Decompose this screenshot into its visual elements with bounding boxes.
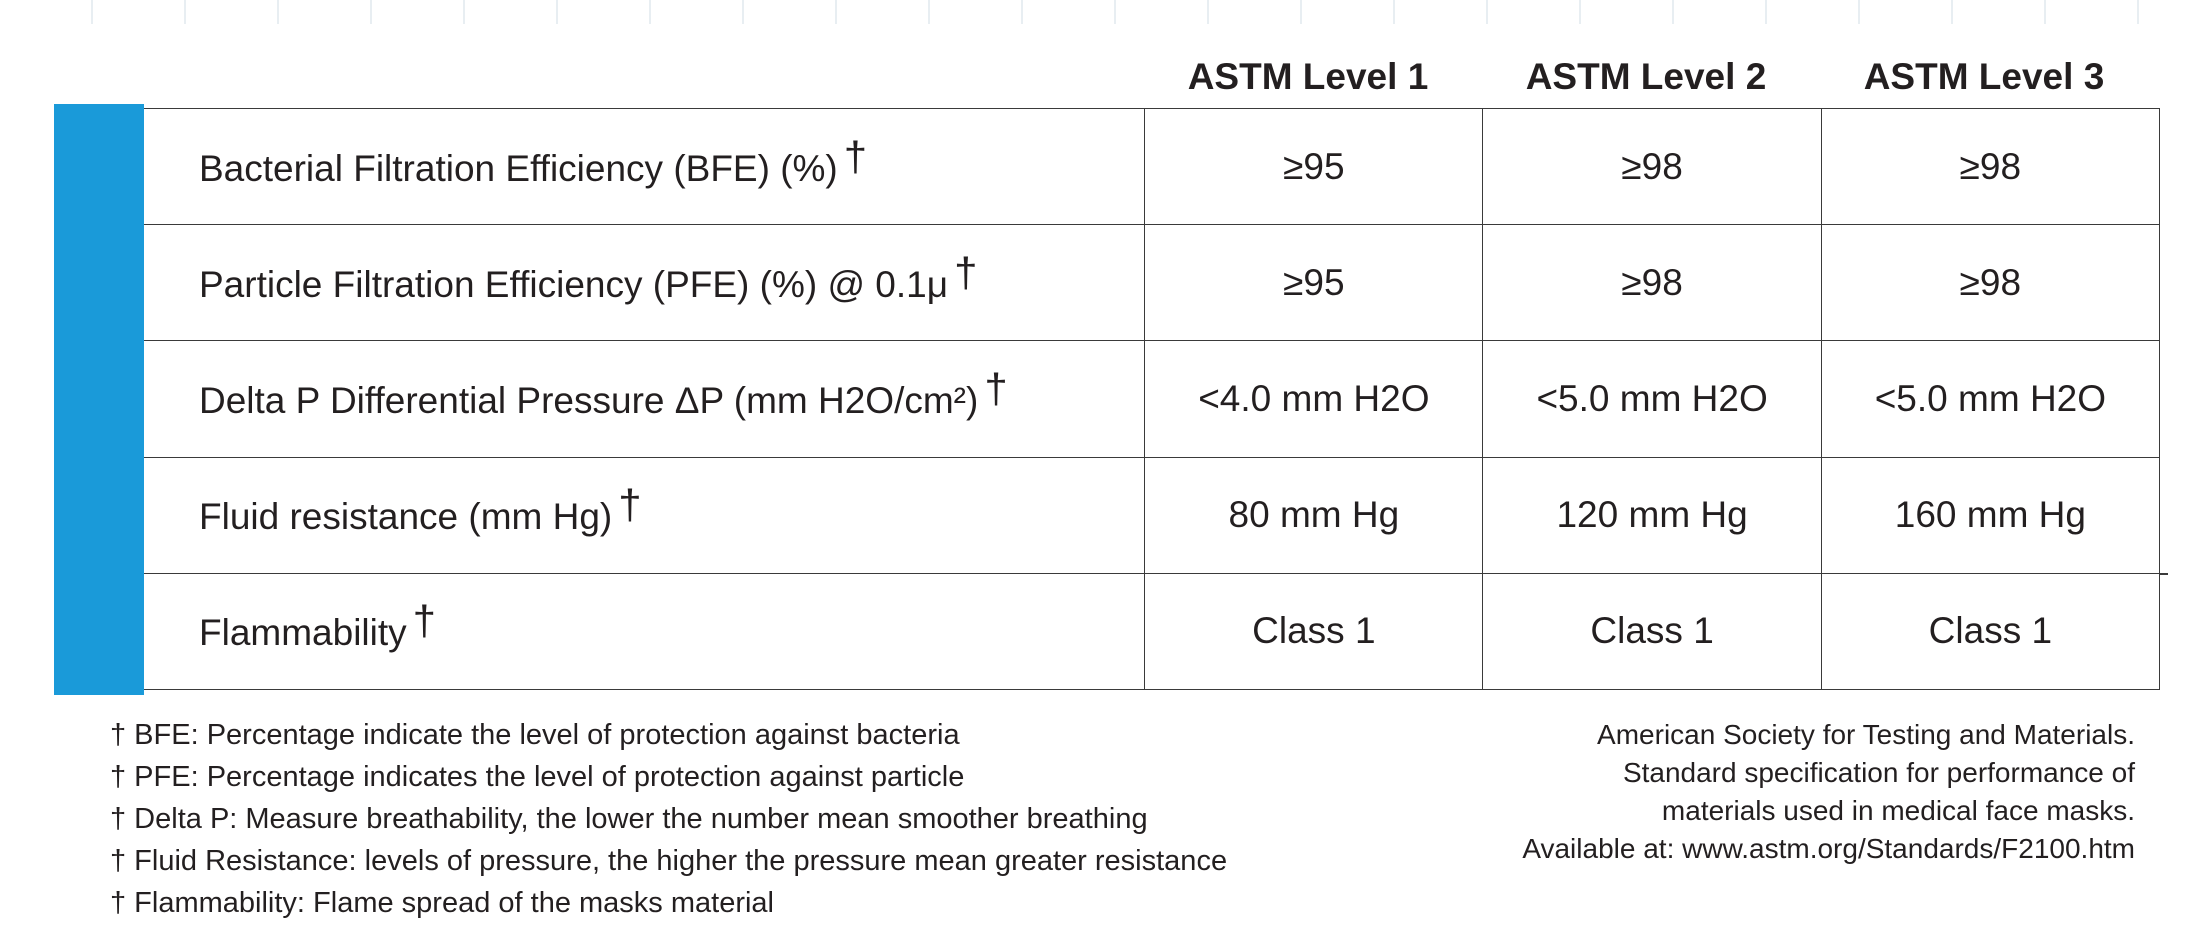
citation-url-line: Available at: www.astm.org/Standards/F21…	[1522, 833, 2135, 864]
footnote-fluid-resistance: † Fluid Resistance: levels of pressure, …	[110, 845, 1228, 877]
dagger-mark: †	[843, 132, 868, 180]
row-label-delta-p: Delta P Differential Pressure ΔP (mm H2O…	[144, 340, 1146, 458]
cell-bfe-level-1: ≥95	[1144, 107, 1484, 226]
column-header-level-2: ASTM Level 2	[1525, 56, 1767, 97]
row-label-bfe: Bacterial Filtration Efficiency (BFE) (%…	[144, 107, 1146, 226]
citation-line: Standard specification for performance o…	[1622, 757, 2135, 788]
cell-flammability-level-2: Class 1	[1482, 572, 1822, 691]
cell-flammability-level-3: Class 1	[1820, 572, 2161, 691]
cell-delta-p-level-1: <4.0 mm H2O	[1144, 340, 1484, 458]
dagger-mark: †	[954, 248, 978, 296]
table-row: Bacterial Filtration Efficiency (BFE) (%…	[144, 107, 2161, 226]
table-row: Particle Filtration Efficiency (PFE) (%)…	[144, 224, 2161, 342]
cell-fluid-level-3: 160 mm Hg	[1820, 456, 2161, 574]
dagger-mark: †	[984, 364, 1008, 412]
column-header-level-1: ASTM Level 1	[1187, 56, 1429, 97]
row-divider-overhang	[2160, 573, 2168, 575]
row-label-flammability: Flammability †	[144, 572, 1146, 691]
row-label-pfe: Particle Filtration Efficiency (PFE) (%)…	[144, 224, 1146, 342]
table-row: Delta P Differential Pressure ΔP (mm H2O…	[144, 340, 2161, 458]
top-tick-marks	[0, 0, 2207, 24]
table-row: Fluid resistance (mm Hg) † 80 mm Hg 120 m…	[144, 456, 2161, 574]
citation-line: materials used in medical face masks.	[1661, 795, 2135, 826]
cell-pfe-level-2: ≥98	[1482, 224, 1822, 342]
source-citation: American Society for Testing and Materia…	[1375, 716, 2135, 868]
footnote-delta-p: † Delta P: Measure breathability, the lo…	[110, 803, 1148, 835]
cell-pfe-level-3: ≥98	[1820, 224, 2161, 342]
footnote-pfe: † PFE: Percentage indicates the level of…	[110, 761, 965, 793]
cell-bfe-level-3: ≥98	[1820, 107, 2161, 226]
column-headers: ASTM Level 1 ASTM Level 2 ASTM Level 3	[0, 52, 2207, 102]
cell-delta-p-level-2: <5.0 mm H2O	[1482, 340, 1822, 458]
footnote-bfe: † BFE: Percentage indicate the level of …	[110, 719, 960, 751]
column-header-level-3: ASTM Level 3	[1863, 56, 2105, 97]
cell-bfe-level-2: ≥98	[1482, 107, 1822, 226]
accent-bar	[54, 104, 144, 695]
cell-fluid-level-2: 120 mm Hg	[1482, 456, 1822, 574]
row-label-fluid-resistance: Fluid resistance (mm Hg) †	[144, 456, 1146, 574]
cell-flammability-level-1: Class 1	[1144, 572, 1484, 691]
dagger-mark: †	[412, 597, 436, 645]
cell-fluid-level-1: 80 mm Hg	[1144, 456, 1484, 574]
cell-delta-p-level-3: <5.0 mm H2O	[1820, 340, 2161, 458]
footnotes: † BFE: Percentage indicate the level of …	[110, 714, 1410, 924]
footnote-flammability: † Flammability: Flame spread of the mask…	[110, 887, 774, 919]
table-row: Flammability † Class 1 Class 1 Class 1	[144, 572, 2161, 691]
cell-pfe-level-1: ≥95	[1144, 224, 1484, 342]
astm-levels-table: Bacterial Filtration Efficiency (BFE) (%…	[144, 107, 2161, 691]
citation-line: American Society for Testing and Materia…	[1597, 719, 2135, 750]
dagger-mark: †	[618, 481, 642, 529]
